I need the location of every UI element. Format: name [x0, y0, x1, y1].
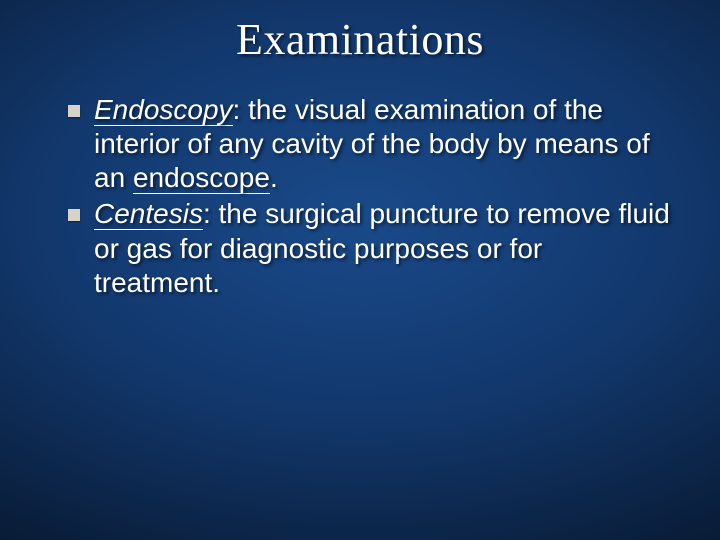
- bullet-text: Endoscopy: the visual examination of the…: [94, 93, 670, 195]
- bullet-item: Endoscopy: the visual examination of the…: [68, 93, 670, 195]
- colon: :: [233, 94, 249, 125]
- definition-part: .: [270, 162, 278, 193]
- square-bullet-icon: [68, 209, 80, 221]
- underlined-word: endoscope: [133, 162, 270, 194]
- term: Endoscopy: [94, 94, 233, 126]
- bullet-item: Centesis: the surgical puncture to remov…: [68, 197, 670, 299]
- bullet-text: Centesis: the surgical puncture to remov…: [94, 197, 670, 299]
- term: Centesis: [94, 198, 203, 230]
- square-bullet-icon: [68, 105, 80, 117]
- slide-title: Examinations: [0, 0, 720, 65]
- colon: :: [203, 198, 219, 229]
- slide-body: Endoscopy: the visual examination of the…: [0, 65, 720, 300]
- slide: Examinations Endoscopy: the visual exami…: [0, 0, 720, 540]
